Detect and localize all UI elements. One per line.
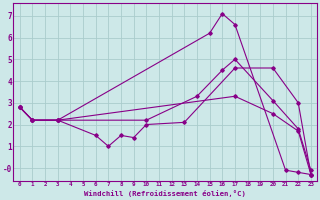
X-axis label: Windchill (Refroidissement éolien,°C): Windchill (Refroidissement éolien,°C) bbox=[84, 190, 246, 197]
